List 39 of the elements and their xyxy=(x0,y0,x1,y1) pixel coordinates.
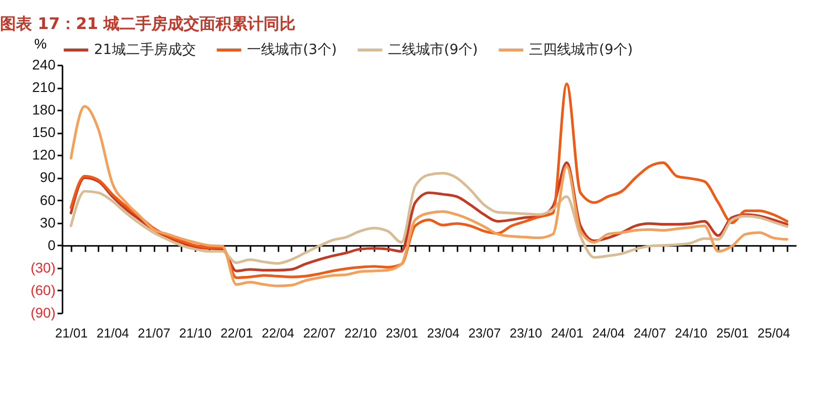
chart-title: 图表 17：21 城二手房成交面积累计同比 xyxy=(0,14,296,33)
y-tick-label: (30) xyxy=(30,259,56,276)
legend-label: 一线城市(3个) xyxy=(247,42,337,58)
y-tick-label: 120 xyxy=(32,146,56,163)
y-tick-label: 240 xyxy=(32,56,56,72)
line-series xyxy=(70,172,788,265)
x-tick-label: 23/10 xyxy=(510,326,542,340)
line-series xyxy=(70,82,788,279)
x-tick-label: 22/10 xyxy=(344,326,377,340)
x-tick-label: 24/04 xyxy=(592,326,625,340)
y-tick-label: 150 xyxy=(32,124,56,140)
x-tick-label: 25/01 xyxy=(716,326,749,340)
legend-label: 21城二手房成交 xyxy=(94,42,196,58)
x-tick-label: 24/10 xyxy=(674,326,708,340)
x-tick-label: 22/04 xyxy=(262,326,294,340)
y-axis-title: % xyxy=(34,36,47,52)
x-tick-label: 24/01 xyxy=(550,326,584,340)
x-tick-label: 21/04 xyxy=(96,326,130,340)
x-tick-label: 22/01 xyxy=(220,326,253,340)
x-tick-label: 21/01 xyxy=(55,326,88,340)
x-tick-label: 21/07 xyxy=(138,326,170,340)
y-tick-label: 210 xyxy=(32,79,56,96)
x-tick-label: 23/04 xyxy=(427,326,460,340)
line-series xyxy=(70,105,788,288)
y-tick-label: 0 xyxy=(48,236,56,253)
x-tick-label: 21/10 xyxy=(179,326,212,340)
y-tick-label: (90) xyxy=(30,304,56,320)
x-tick-label: 22/07 xyxy=(303,326,336,340)
y-tick-label: 30 xyxy=(40,214,56,230)
y-tick-label: 60 xyxy=(40,192,56,208)
x-tick-label: 24/07 xyxy=(634,326,666,340)
y-tick-label: 180 xyxy=(32,102,56,118)
legend-label: 三四线城市(9个) xyxy=(529,42,633,58)
x-tick-label: 23/01 xyxy=(386,326,418,340)
x-tick-label: 25/04 xyxy=(758,326,790,340)
x-tick-label: 23/07 xyxy=(468,326,501,340)
legend-label: 二线城市(9个) xyxy=(388,42,478,58)
y-tick-label: (60) xyxy=(30,282,56,298)
y-tick-label: 90 xyxy=(40,169,56,186)
